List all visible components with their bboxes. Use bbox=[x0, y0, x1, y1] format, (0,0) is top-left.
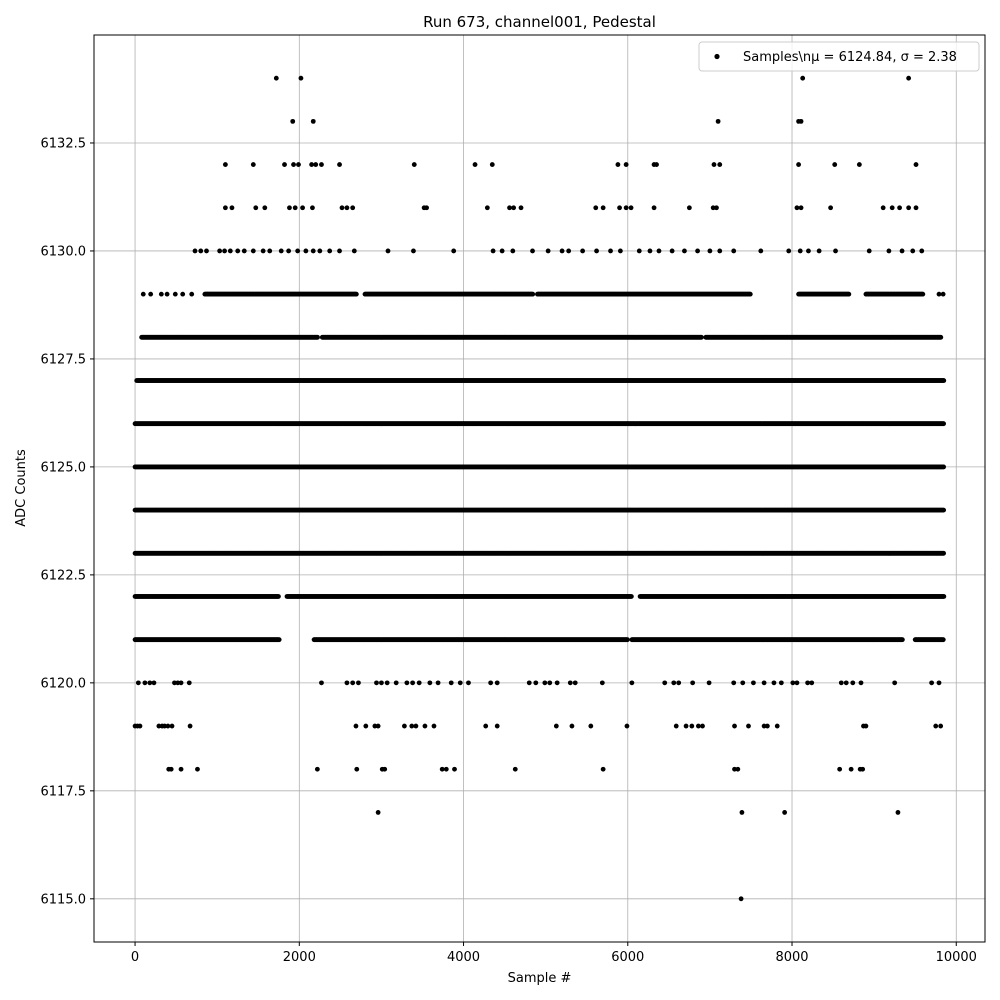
data-point bbox=[941, 550, 947, 556]
data-point bbox=[941, 421, 947, 427]
data-points bbox=[132, 75, 947, 902]
data-point bbox=[941, 507, 947, 513]
data-point bbox=[941, 464, 947, 470]
